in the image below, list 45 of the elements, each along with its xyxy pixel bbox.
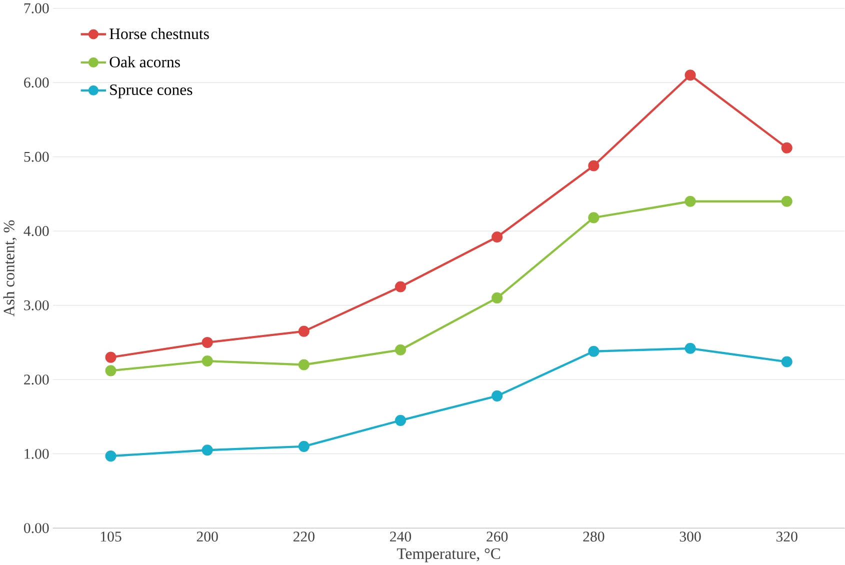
y-tick-label: 1.00 — [24, 448, 49, 459]
point — [298, 358, 310, 370]
legend-label: Oak acorns — [110, 56, 180, 68]
point — [202, 355, 213, 366]
y-tick-label: 2.00 — [24, 374, 49, 384]
point — [684, 196, 696, 207]
x-axis-title: Temperature, °C — [396, 548, 500, 562]
point — [298, 440, 310, 452]
point — [492, 390, 503, 402]
x-tick-label: 280 — [583, 531, 604, 542]
y-tick-label: 6.00 — [24, 77, 49, 88]
point — [105, 450, 116, 462]
point — [781, 196, 792, 207]
point — [492, 231, 503, 242]
y-tick-label: 4.00 — [24, 226, 49, 236]
x-tick-label: 220 — [293, 531, 314, 542]
x-tick-label: 320 — [776, 531, 798, 542]
legend-label: Spruce cones — [110, 84, 192, 98]
x-tick-label: 200 — [196, 531, 218, 542]
point — [684, 342, 696, 354]
y-tick-label: 0.00 — [24, 522, 49, 533]
point — [684, 69, 696, 80]
point — [588, 346, 600, 357]
y-axis-title: Ash content, % — [3, 220, 17, 316]
y-tick-label: 7.00 — [24, 3, 49, 14]
legend-label: Horse chestnuts — [110, 28, 209, 39]
point — [492, 292, 503, 304]
x-tick-label: 105 — [100, 531, 122, 542]
y-tick-label: 5.00 — [24, 152, 49, 162]
point — [781, 142, 792, 154]
x-tick-label: 240 — [390, 531, 412, 542]
x-tick-label: 300 — [680, 531, 701, 542]
point — [105, 364, 116, 376]
point — [105, 352, 116, 363]
y-tick-label: 3.00 — [24, 300, 49, 310]
point — [202, 444, 213, 456]
point — [588, 212, 600, 223]
point — [394, 414, 406, 426]
point — [298, 326, 310, 337]
point — [588, 160, 600, 172]
point — [394, 281, 406, 292]
point — [202, 336, 213, 348]
x-tick-label: 260 — [486, 531, 508, 542]
point — [781, 356, 792, 368]
point — [394, 344, 406, 356]
